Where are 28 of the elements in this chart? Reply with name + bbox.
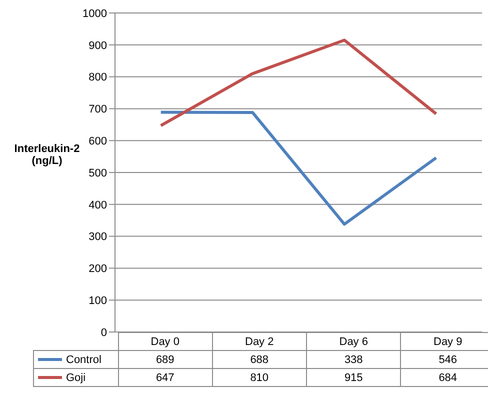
legend-label: Goji	[34, 368, 118, 386]
data-label: 647	[118, 368, 212, 386]
line-series	[159, 110, 438, 226]
y-tick-label: 500	[88, 167, 107, 180]
data-label: 684	[438, 370, 458, 386]
data-label: 810	[212, 368, 306, 386]
y-axis-title: Interleukin-2 (ng/L)	[13, 143, 81, 167]
y-tick-label: 300	[88, 231, 107, 244]
y-tick-label: 0	[100, 326, 107, 339]
y-tick-label: 900	[88, 40, 107, 52]
y-tick-label: 1000	[82, 8, 107, 20]
y-tick-label: 400	[88, 199, 107, 212]
line-series	[159, 38, 438, 128]
y-tick-label: 200	[88, 263, 107, 276]
x-tick-label: Day 9	[432, 334, 464, 350]
data-label: 688	[212, 350, 306, 368]
y-tick-label: 600	[88, 136, 107, 148]
x-tick-label: Day 6	[306, 332, 401, 350]
x-tick-label: Day 2	[212, 332, 306, 350]
y-tick-label: 100	[88, 295, 107, 308]
x-tick-label: Day 0	[118, 332, 212, 350]
legend-label: Control	[34, 350, 118, 368]
data-label: 915	[306, 368, 401, 386]
y-tick-label: 800	[88, 72, 107, 84]
data-label: 689	[118, 350, 212, 368]
y-tick-label: 700	[88, 104, 107, 116]
data-label: 338	[306, 350, 401, 368]
data-label: 546	[438, 352, 458, 368]
